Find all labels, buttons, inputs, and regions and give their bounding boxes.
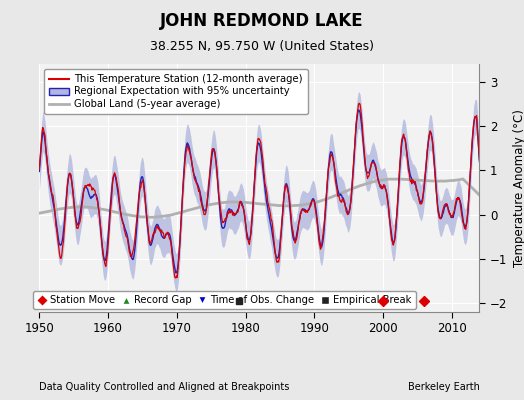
Legend: Station Move, Record Gap, Time of Obs. Change, Empirical Break: Station Move, Record Gap, Time of Obs. C… xyxy=(32,292,416,310)
Y-axis label: Temperature Anomaly (°C): Temperature Anomaly (°C) xyxy=(513,109,524,267)
Text: Data Quality Controlled and Aligned at Breakpoints: Data Quality Controlled and Aligned at B… xyxy=(39,382,290,392)
Text: Berkeley Earth: Berkeley Earth xyxy=(408,382,479,392)
Text: 38.255 N, 95.750 W (United States): 38.255 N, 95.750 W (United States) xyxy=(150,40,374,53)
Text: JOHN REDMOND LAKE: JOHN REDMOND LAKE xyxy=(160,12,364,30)
